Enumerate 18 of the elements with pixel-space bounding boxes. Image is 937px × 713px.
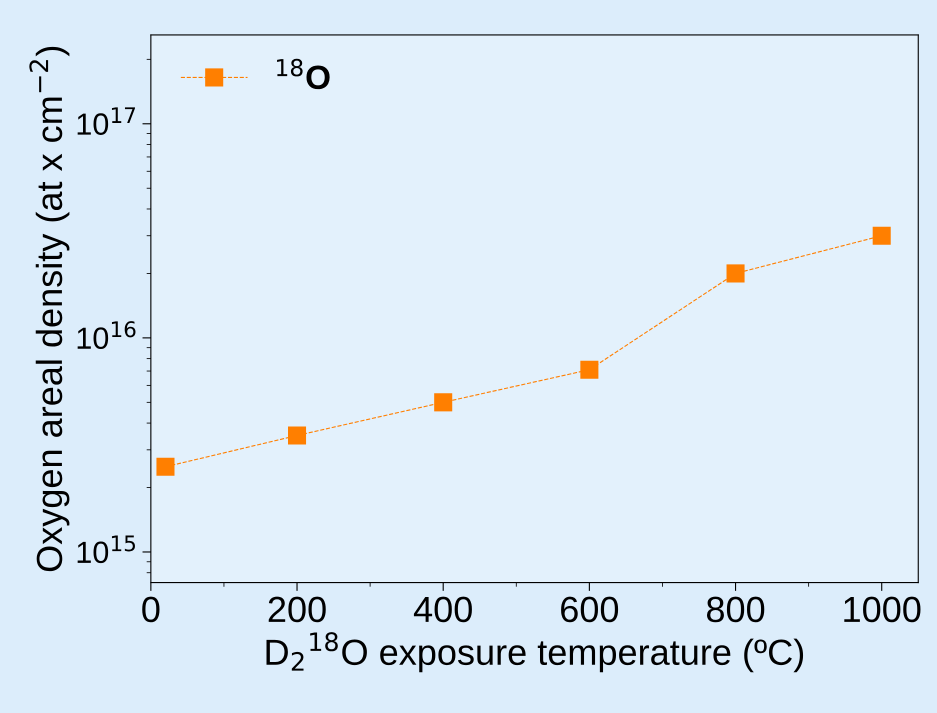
x-axis-title: D$_{2}$$^{18}$O exposure temperature (ºC)	[266, 632, 804, 672]
x-tick-label: 600	[561, 596, 618, 622]
legend-label: $^{18}$O	[277, 58, 330, 90]
point	[288, 426, 306, 445]
point	[872, 226, 891, 245]
y-tick-label: 10$^{16}$	[78, 321, 136, 350]
point	[434, 393, 452, 412]
x-tick-label: 1000	[844, 596, 920, 622]
x-tick-label: 400	[414, 596, 472, 622]
y-axis-title: Oxygen areal density (at x cm$^{−2}$)	[29, 46, 70, 572]
y-tick-label: 10$^{15}$	[78, 536, 135, 564]
x-tick-label: 800	[706, 596, 764, 622]
point	[580, 360, 598, 379]
x-tick-label: 200	[268, 596, 326, 622]
point	[156, 458, 174, 476]
x-tick-label: 0	[142, 596, 160, 622]
y-tick-label: 10$^{17}$	[78, 107, 135, 135]
point	[726, 264, 745, 282]
